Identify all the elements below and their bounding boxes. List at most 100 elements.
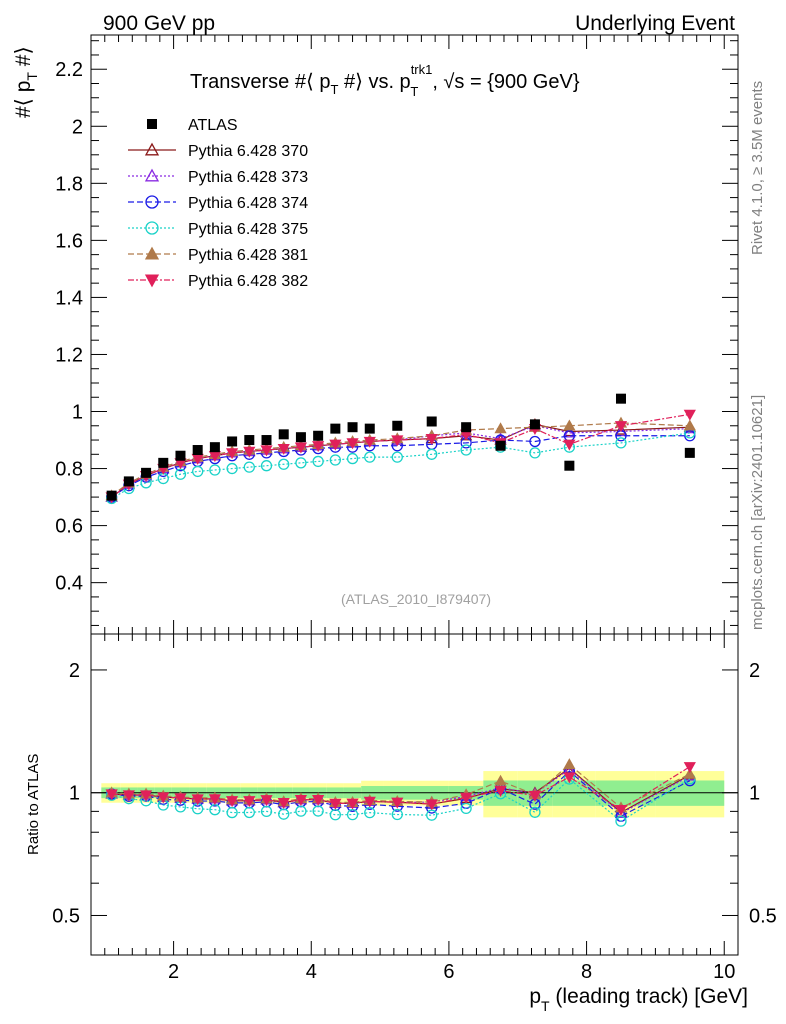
ratio-series-point	[529, 806, 541, 818]
ratio-series-point	[494, 786, 507, 798]
atlas-point	[261, 435, 272, 446]
ratio-series-point	[277, 797, 290, 809]
legend-label: Pythia 6.428 370	[188, 143, 308, 160]
y-label-part-1: #⟨ p	[12, 81, 35, 118]
title-part-3: , √s = {900 GeV}	[432, 71, 580, 93]
legend-marker	[144, 168, 160, 182]
ratio-series-point	[460, 792, 473, 804]
ratio-series-point	[260, 805, 273, 818]
x-axis-label: pT (leading track) [GeV]	[529, 985, 748, 1014]
series-point	[312, 455, 324, 468]
series-point	[615, 437, 627, 449]
ratio-series-point	[683, 762, 696, 774]
series-point	[295, 457, 307, 469]
ratio-series-point	[208, 794, 221, 806]
atlas-point	[175, 450, 186, 461]
series-line	[111, 425, 690, 498]
y-axis-label: #⟨ pT #⟩	[12, 46, 40, 118]
x-label-sub: T	[541, 998, 550, 1014]
title-part-1: Transverse #⟨ p	[190, 71, 330, 93]
atlas-point	[426, 416, 437, 427]
series-point	[614, 421, 628, 433]
series-line	[111, 432, 690, 500]
title-part-2: #⟩ vs. p	[338, 71, 410, 93]
ratio-series-point	[614, 804, 628, 816]
series-point	[329, 439, 342, 451]
legend-label: Pythia 6.428 382	[188, 273, 308, 290]
y-tick-label: 0.6	[55, 516, 83, 538]
series-point	[614, 423, 628, 435]
header-left: 900 GeV pp	[103, 12, 215, 35]
header-right: Underlying Event	[575, 12, 735, 35]
ratio-series-point	[683, 767, 696, 779]
atlas-point	[278, 429, 289, 440]
title-sub-2: T	[410, 84, 418, 99]
series-point	[226, 462, 238, 475]
series-point	[563, 439, 576, 451]
x-tick-label: 4	[306, 961, 317, 983]
ratio-tick-label-right: 2	[749, 660, 760, 682]
ratio-series-point	[225, 796, 239, 808]
series-point	[391, 451, 403, 463]
series-point	[278, 458, 290, 470]
atlas-point	[684, 447, 695, 458]
y-tick-label: 1	[72, 402, 83, 424]
ratio-tick-label-right: 0.5	[749, 905, 777, 927]
ratio-series-point	[260, 795, 273, 807]
ratio-series-point	[312, 805, 324, 817]
series-point	[260, 460, 273, 472]
series-point	[494, 422, 507, 434]
series-point	[683, 409, 696, 421]
series-point	[425, 433, 438, 445]
series-point	[364, 451, 376, 463]
y-tick-label: 2	[72, 116, 83, 138]
ratio-series-point	[346, 798, 359, 810]
series-point	[260, 445, 273, 457]
ratio-series-point	[295, 805, 307, 817]
series-point	[329, 454, 341, 466]
series-point	[391, 435, 404, 447]
title-sup: trk1	[411, 62, 433, 77]
series-point	[277, 443, 290, 455]
ratio-series-point	[391, 797, 404, 809]
series-point	[192, 465, 204, 478]
x-label-part-1: p	[529, 985, 541, 1008]
atlas-point	[347, 422, 358, 433]
y-label-part-2: #⟩	[12, 46, 35, 72]
atlas-point	[461, 422, 472, 433]
legend-marker	[145, 195, 159, 209]
ratio-tick-label-left: 2	[69, 660, 80, 682]
ratio-panel: 2 4 6 8 10 0.5 0.5 1 1 2 2	[52, 633, 777, 983]
atlas-point	[209, 442, 220, 453]
y-tick-label: 2.2	[55, 59, 83, 81]
legend-label-atlas: ATLAS	[188, 117, 238, 134]
ratio-series-point	[329, 809, 341, 821]
ratio-series-point	[391, 808, 403, 821]
atlas-point	[192, 445, 203, 456]
legend-label: Pythia 6.428 375	[188, 221, 308, 238]
ratio-series-point	[312, 794, 325, 806]
ratio-frame	[90, 633, 739, 956]
ratio-series-point	[528, 790, 542, 802]
y-tick-label: 1.8	[55, 173, 83, 195]
y-tick-label: 1.4	[55, 287, 83, 309]
series-point	[460, 444, 472, 456]
series-point	[346, 438, 359, 450]
ratio-tick-label-right: 1	[749, 783, 760, 805]
ratio-series-point	[226, 806, 238, 819]
series-point	[563, 426, 576, 438]
ratio-series-line	[111, 768, 691, 815]
ratio-series-point	[425, 799, 438, 811]
analysis-watermark: (ATLAS_2010_I879407)	[341, 591, 491, 607]
atlas-point	[495, 440, 506, 451]
y-tick-label: 1.2	[55, 344, 83, 366]
mcplots-label: mcplots.cern.ch [arXiv:2401.10621]	[749, 395, 766, 630]
series-point	[529, 435, 541, 448]
atlas-point	[244, 435, 255, 446]
series-point	[243, 461, 255, 473]
ratio-series-point	[363, 796, 376, 808]
series-point	[294, 442, 308, 454]
atlas-point	[123, 476, 134, 487]
ratio-series-point	[105, 789, 118, 801]
atlas-point	[141, 467, 152, 478]
